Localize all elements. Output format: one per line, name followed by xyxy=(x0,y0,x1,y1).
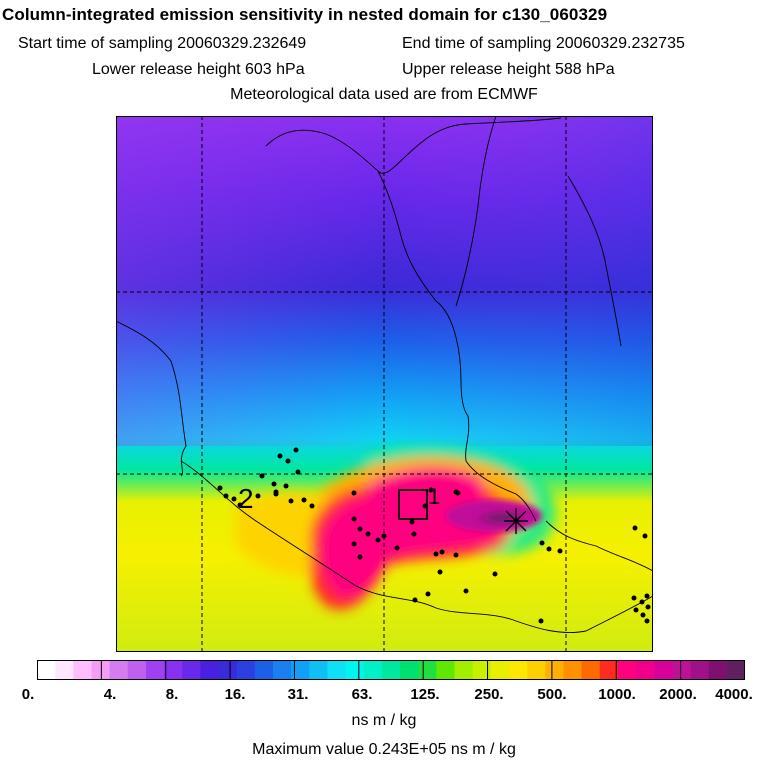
colorbar-cell xyxy=(363,660,383,680)
sensitivity-map: 1 2 xyxy=(116,116,653,652)
colorbar-cell xyxy=(109,660,129,680)
colorbar-tick-4: 4. xyxy=(103,686,117,703)
release-point-icon xyxy=(504,508,528,534)
colorbar-cell xyxy=(654,660,673,680)
colorbar-cell xyxy=(55,660,74,680)
colorbar-cell xyxy=(472,660,492,680)
colorbar-cell xyxy=(327,660,347,680)
colorbar-cell xyxy=(91,660,111,680)
colorbar-tick-0: 0. xyxy=(21,686,35,703)
colorbar-cells xyxy=(37,660,745,680)
map-frame xyxy=(116,116,653,652)
colorbar-tick-1000: 1000. xyxy=(598,686,636,703)
colorbar-frame xyxy=(37,660,745,680)
colorbar-dividers xyxy=(100,660,682,680)
colorbar-tick-16: 16. xyxy=(224,686,246,703)
colorbar-cell xyxy=(291,660,310,680)
colorbar-cell xyxy=(581,660,601,680)
colorbar-tick-4000: 4000. xyxy=(715,686,753,703)
met-data-label: Meteorological data used are from ECMWF xyxy=(230,86,538,103)
colorbar-cell xyxy=(254,660,274,680)
release-label-2: 2 xyxy=(238,483,254,514)
release-box xyxy=(398,489,428,520)
plume-core xyxy=(446,500,542,532)
release-label-1: 1 xyxy=(428,484,440,509)
colorbar-cell xyxy=(345,660,365,680)
colorbar-cell xyxy=(672,660,692,680)
start-time-label: Start time of sampling 20060329.232649 xyxy=(18,35,307,52)
colorbar-cell xyxy=(127,660,147,680)
colorbar-cell xyxy=(37,660,56,680)
colorbar-cell xyxy=(145,660,165,680)
colorbar-tick-125: 125. xyxy=(410,686,440,703)
colorbar-cell xyxy=(599,660,619,680)
upper-release-label: Upper release height 588 hPa xyxy=(402,61,615,78)
colorbar-cell xyxy=(400,660,419,680)
maximum-value-label: Maximum value 0.243E+05 ns m / kg xyxy=(252,741,516,758)
colorbar-cell xyxy=(381,660,401,680)
colorbar-cell xyxy=(164,660,183,680)
colorbar-cell xyxy=(200,660,220,680)
colorbar-cell xyxy=(309,660,329,680)
map-title: Column-integrated emission sensitivity i… xyxy=(2,5,608,24)
colorbar-cell xyxy=(563,660,583,680)
colorbar-cell xyxy=(436,660,456,680)
colorbar-cell xyxy=(182,660,201,680)
colorbar xyxy=(37,660,745,680)
colorbar-cell xyxy=(236,660,256,680)
colorbar-tick-500: 500. xyxy=(537,686,567,703)
coastlines-borders xyxy=(116,116,653,634)
lat-lon-grid xyxy=(116,116,653,652)
colorbar-tick-8: 8. xyxy=(165,686,179,703)
colorbar-cell xyxy=(454,660,474,680)
colorbar-cell xyxy=(708,660,728,680)
colorbar-units: ns m / kg xyxy=(351,712,417,729)
colorbar-cell xyxy=(509,660,528,680)
lower-release-label: Lower release height 603 hPa xyxy=(92,61,305,78)
colorbar-tick-250: 250. xyxy=(474,686,504,703)
colorbar-cell xyxy=(273,660,292,680)
colorbar-cell xyxy=(73,660,93,680)
colorbar-tick-31: 31. xyxy=(287,686,309,703)
colorbar-cell xyxy=(726,660,745,680)
colorbar-cell xyxy=(617,660,637,680)
colorbar-cell xyxy=(418,660,437,680)
colorbar-tick-2000: 2000. xyxy=(659,686,697,703)
colorbar-cell xyxy=(490,660,510,680)
colorbar-cell xyxy=(636,660,655,680)
colorbar-cell xyxy=(545,660,565,680)
end-time-label: End time of sampling 20060329.232735 xyxy=(402,35,685,52)
colorbar-cell xyxy=(690,660,710,680)
colorbar-cell xyxy=(527,660,546,680)
observation-points xyxy=(217,447,651,624)
colorbar-cell xyxy=(218,660,238,680)
colorbar-tick-63: 63. xyxy=(351,686,373,703)
